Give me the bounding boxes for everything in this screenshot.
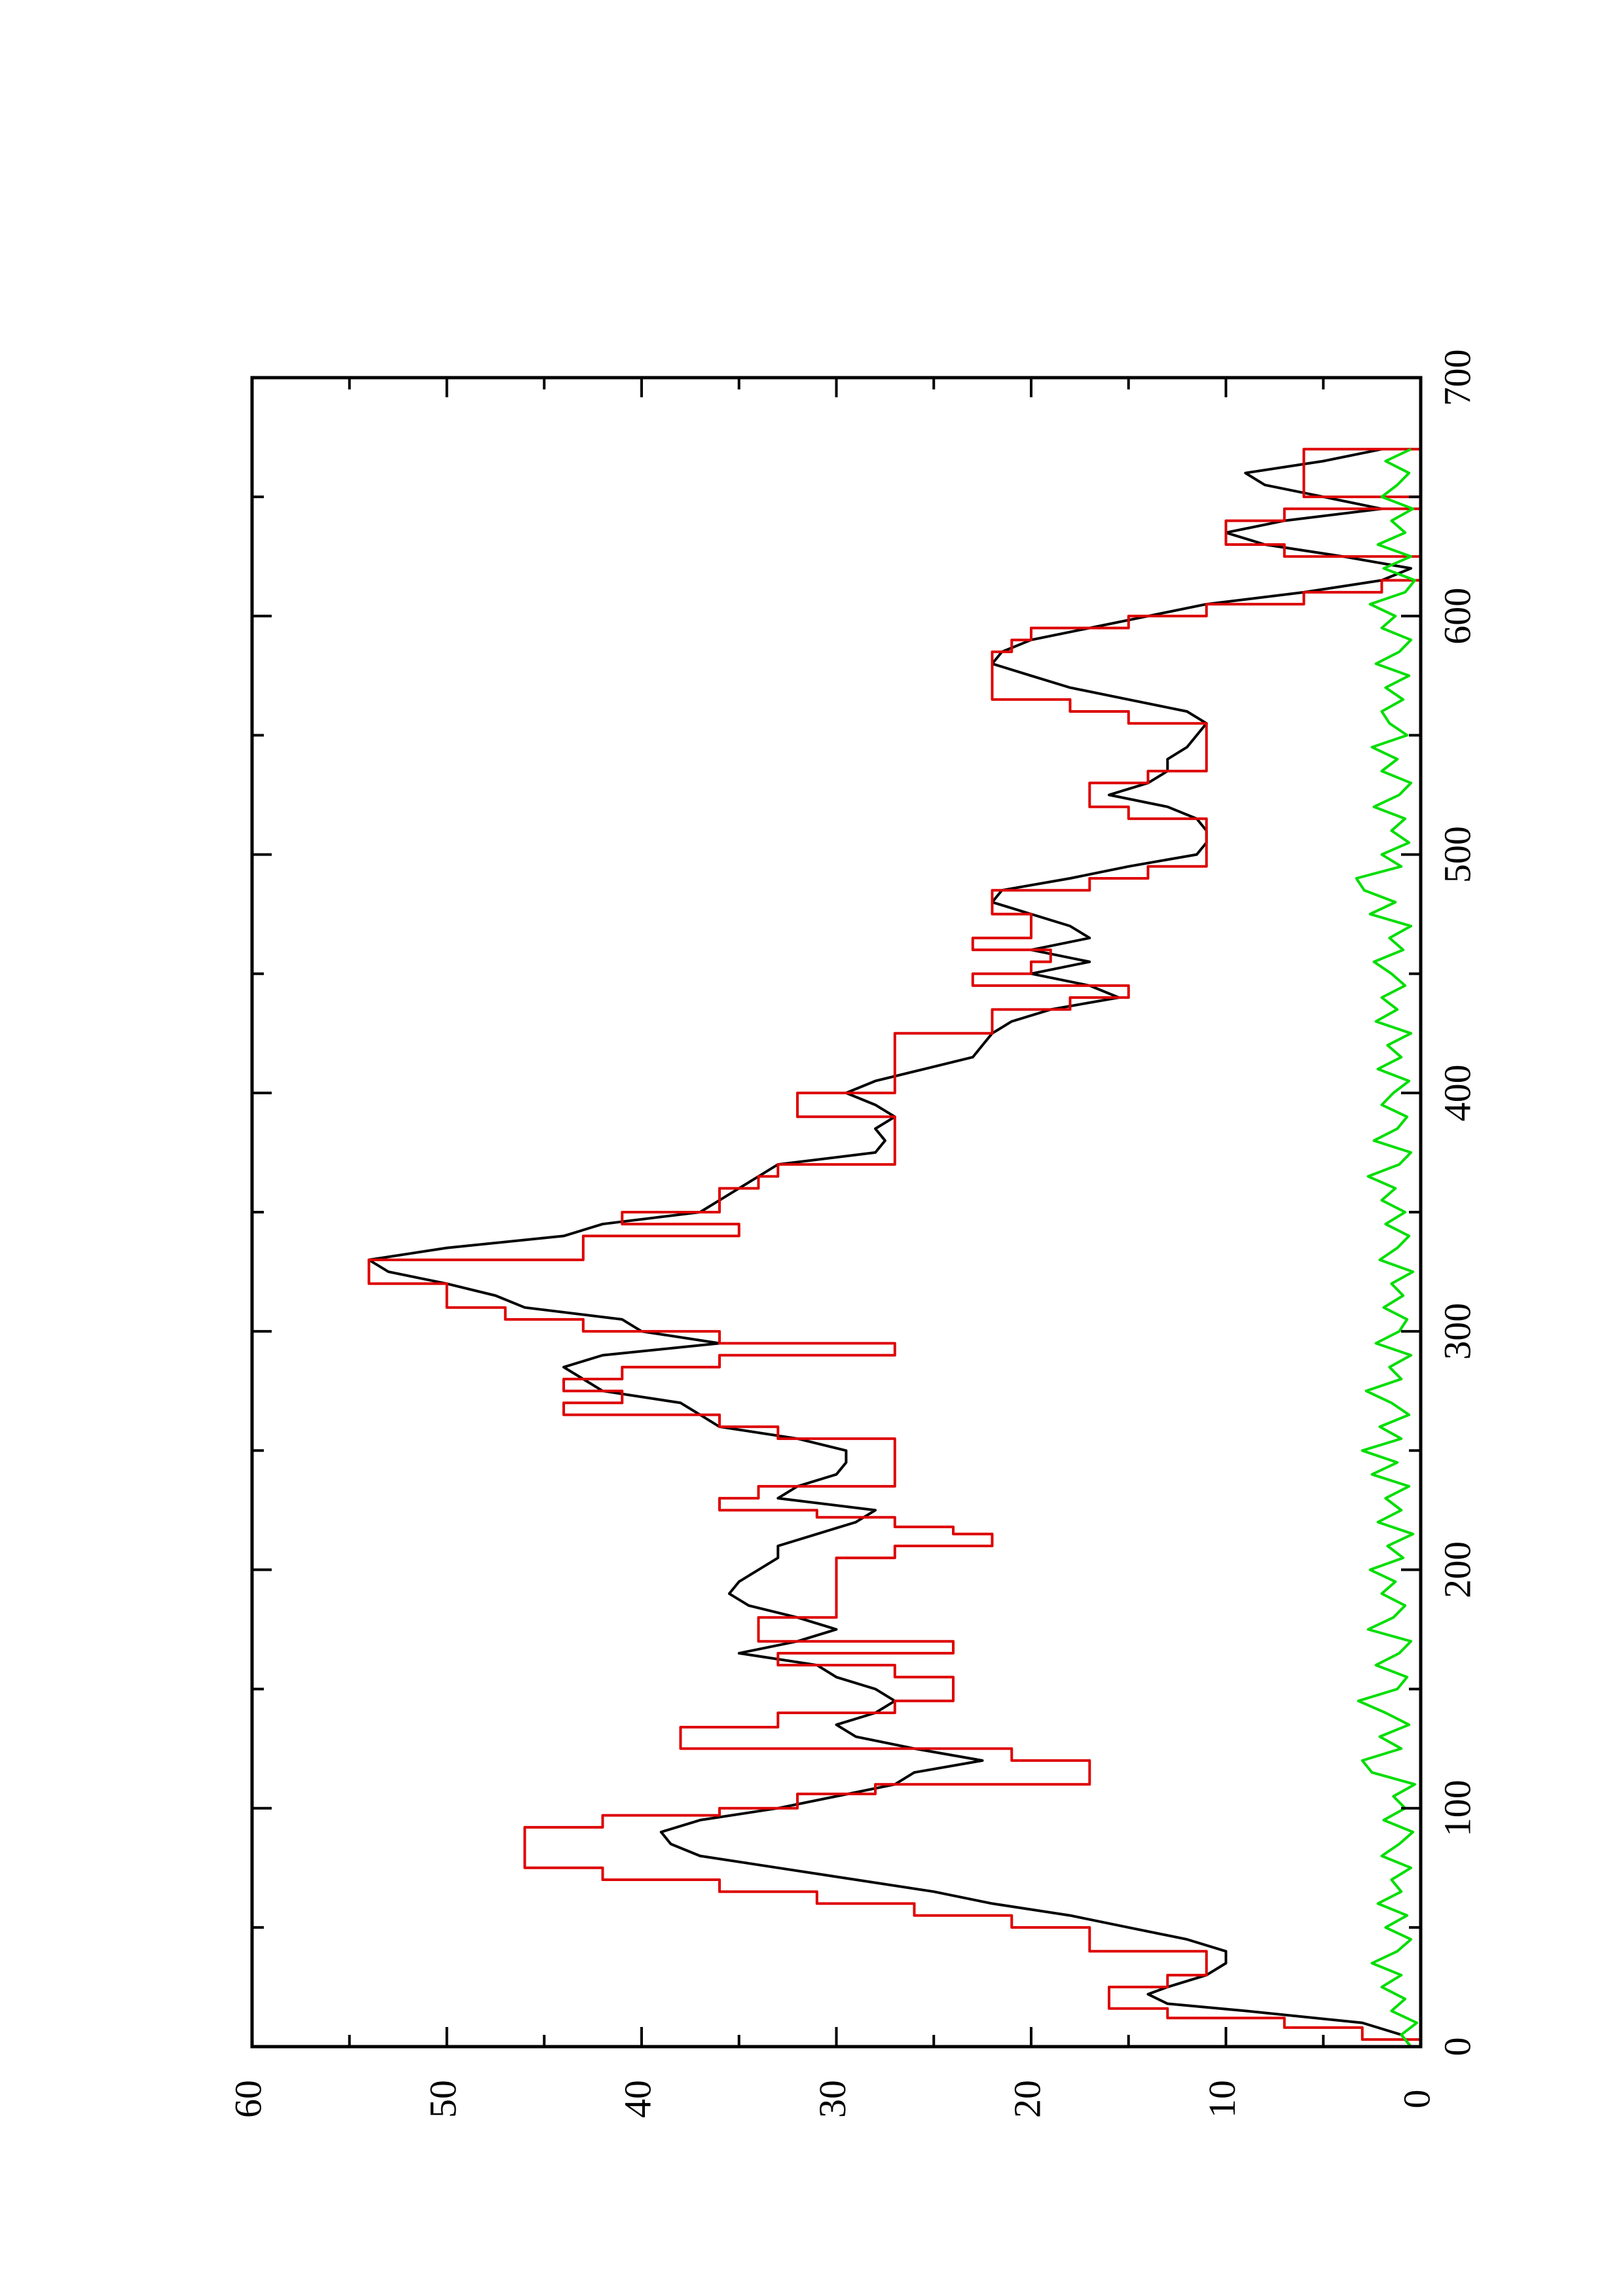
x-tick-label: 200 xyxy=(1436,1541,1478,1598)
y-tick-label: 50 xyxy=(422,2080,464,2118)
axis-ticks xyxy=(251,376,1422,2048)
y-tick-label: 40 xyxy=(616,2080,659,2118)
y-tick-label: 0 xyxy=(1395,2090,1438,2109)
y-tick-label: 60 xyxy=(227,2080,269,2118)
x-tick-label: 400 xyxy=(1436,1064,1478,1121)
series-1-line xyxy=(367,448,1422,2047)
x-tick-label: 700 xyxy=(1436,350,1478,406)
axis-tick-labels: 0 100 200 300 400 500 600 700 0 10 20 30 40 50 60 xyxy=(227,350,1478,2119)
plot-series xyxy=(367,448,1422,2048)
x-tick-label: 500 xyxy=(1436,826,1478,883)
y-tick-label: 10 xyxy=(1201,2080,1243,2118)
y-tick-label: 30 xyxy=(811,2080,854,2118)
x-tick-label: 100 xyxy=(1436,1780,1478,1837)
x-tick-label: 600 xyxy=(1436,588,1478,645)
x-tick-label: 0 xyxy=(1436,2037,1478,2056)
series-0-line xyxy=(367,448,1413,2048)
x-tick-label: 300 xyxy=(1436,1303,1478,1360)
series-2-line xyxy=(1355,448,1419,2048)
y-tick-label: 20 xyxy=(1006,2080,1048,2118)
